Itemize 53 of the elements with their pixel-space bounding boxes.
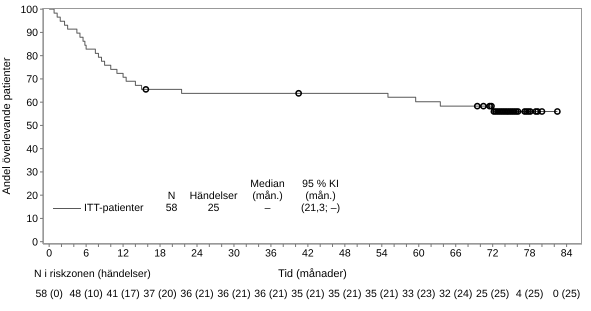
text: 48 (10): [69, 288, 103, 300]
text: 33 (23): [402, 288, 436, 300]
text: 36 (21): [217, 288, 251, 300]
y-tick-label: 30: [26, 166, 38, 179]
x-tick-label: 24: [191, 247, 203, 260]
annotation: –: [264, 202, 272, 214]
x-tick-label: 60: [412, 247, 425, 260]
annotation: 58: [164, 202, 178, 214]
x-tick-label: 36: [265, 247, 277, 260]
text: 37 (20): [143, 288, 177, 300]
x-tick-label: 48: [338, 247, 351, 260]
x-axis-title: Tid (månader): [277, 268, 348, 280]
text: 35 (21): [365, 288, 398, 300]
text: 36 (21): [254, 288, 288, 300]
text: 36 (21): [180, 288, 214, 300]
x-tick-label: 0: [46, 247, 52, 260]
y-tick-label: 10: [26, 213, 38, 226]
y-tick-label: 50: [26, 120, 38, 132]
x-tick-label: 18: [154, 247, 166, 260]
text: 58 (0): [35, 288, 63, 300]
x-tick-label: 30: [228, 247, 240, 260]
text: 4 (25): [516, 288, 544, 300]
annotation: (21,3; –): [300, 202, 342, 214]
y-axis-title: Andel överlevande patienter: [1, 58, 13, 194]
x-tick-label: 12: [117, 247, 130, 260]
text: 32 (24): [439, 288, 472, 300]
y-tick-label: 80: [26, 50, 38, 62]
text: 0 (25): [552, 288, 580, 300]
y-tick-label: 70: [26, 74, 38, 86]
y-tick-label: 60: [26, 96, 38, 109]
x-tick-label: 84: [560, 247, 573, 260]
y-tick-label: 20: [26, 190, 38, 202]
annotation: N: [166, 190, 176, 202]
x-tick-label: 66: [450, 247, 462, 260]
text: 35 (21): [291, 288, 325, 300]
x-tick-label: 54: [376, 247, 388, 260]
y-tick-label: 100: [20, 4, 38, 16]
x-tick-label: 42: [302, 247, 314, 260]
annotation: Händelser: [188, 190, 238, 202]
text: 35 (21): [328, 288, 362, 300]
x-tick-label: 72: [486, 247, 499, 260]
annotation: Median (mån.): [249, 178, 286, 202]
legend-label: ITT-patienter: [84, 202, 144, 214]
annotation: 25: [206, 202, 220, 214]
x-tick-label: 78: [524, 247, 536, 260]
text: N i riskzonen (händelser): [34, 268, 151, 280]
text: 25 (25): [476, 288, 510, 300]
text: 41 (17): [106, 288, 140, 300]
y-tick-label: 40: [26, 143, 38, 156]
y-tick-label: 0: [32, 236, 38, 248]
annotation: 95 % KI (mån.): [301, 178, 340, 202]
x-tick-label: 6: [83, 247, 90, 260]
y-tick-label: 90: [26, 27, 38, 40]
